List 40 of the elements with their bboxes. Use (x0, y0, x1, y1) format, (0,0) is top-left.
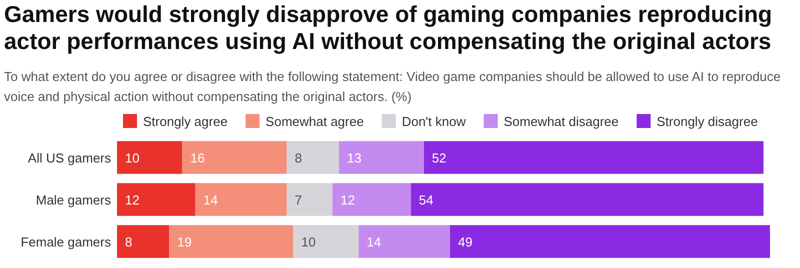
legend-label: Somewhat disagree (504, 114, 619, 129)
data-label: 14 (366, 234, 382, 250)
legend-label: Somewhat agree (266, 114, 364, 129)
y-tick-label: All US gamers (28, 150, 112, 166)
bar (286, 183, 332, 216)
bar (410, 183, 764, 216)
bar (339, 141, 424, 174)
bar (450, 225, 770, 258)
y-tick-label: Female gamers (20, 234, 112, 250)
bar (332, 183, 411, 216)
data-label: 10 (301, 234, 316, 250)
bar (169, 225, 294, 258)
bar (293, 225, 359, 258)
bar (358, 225, 450, 258)
data-label: 52 (432, 150, 446, 166)
data-label: 8 (125, 234, 132, 250)
data-label: 8 (294, 150, 302, 166)
bar (424, 141, 764, 174)
data-label: 54 (418, 192, 434, 208)
data-label: 12 (125, 192, 140, 208)
data-label: 49 (458, 234, 472, 250)
chart-subtitle: To what extent do you agree or disagree with the following statement: Video game companies should be allowed to use AI to reproduce voice and physical action without compensating the original actors. (%) (4, 69, 781, 104)
bar (117, 183, 196, 216)
bar (286, 141, 340, 174)
legend-label: Don't know (402, 114, 466, 129)
data-label: 10 (125, 150, 140, 166)
bar (195, 183, 287, 216)
data-label: 14 (203, 192, 218, 208)
data-label: 13 (347, 150, 362, 166)
bar (117, 141, 182, 174)
data-label: 12 (340, 192, 355, 208)
bar (182, 141, 287, 174)
chart-title: Gamers would strongly disapprove of gaming companies reproducing actor performances using AI without compensating the original actors (4, 1, 772, 54)
y-tick-label: Male gamers (36, 192, 112, 208)
data-label: 16 (190, 150, 205, 166)
data-label: 19 (177, 234, 192, 250)
legend-label: Strongly agree (143, 114, 228, 129)
data-label: 7 (294, 192, 302, 208)
bar (117, 225, 170, 258)
legend-label: Strongly disagree (656, 114, 758, 129)
